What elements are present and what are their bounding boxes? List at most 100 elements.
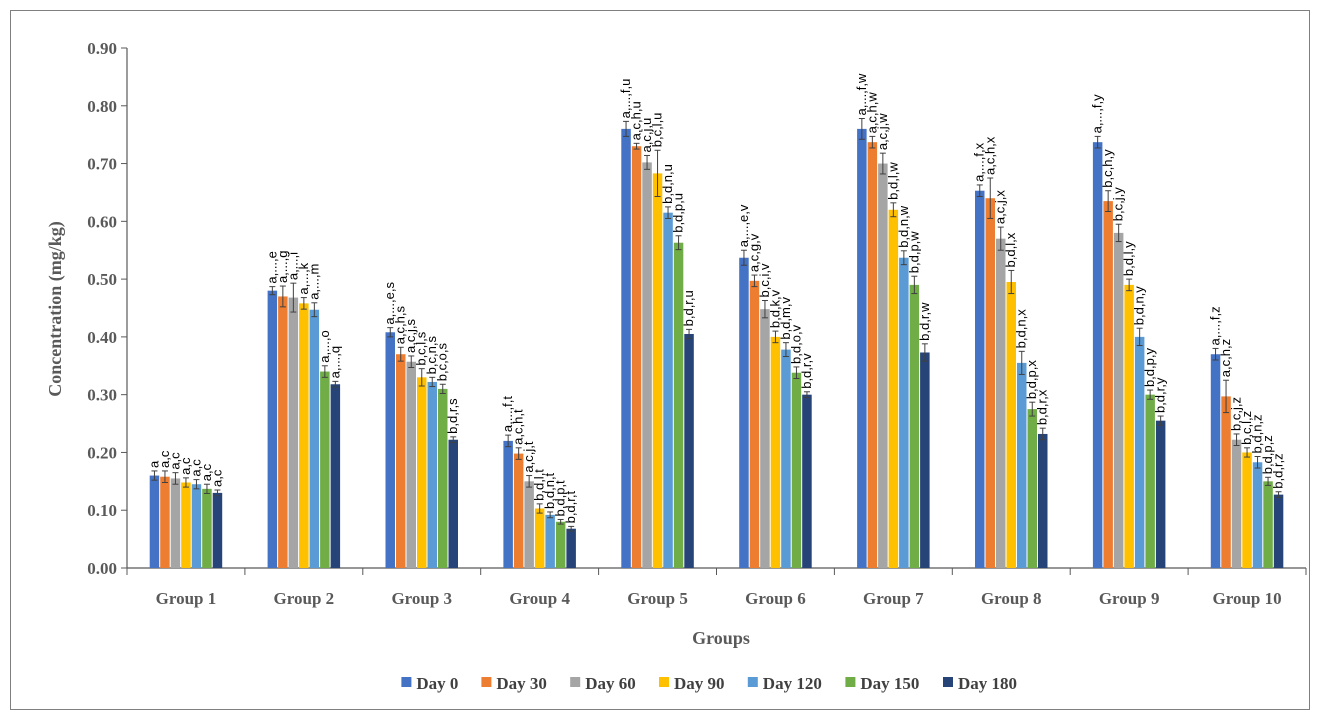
data-label: a,...,i [285, 252, 300, 280]
y-tick-label: 0.00 [87, 559, 117, 578]
data-label: a,...,e,v [736, 204, 751, 247]
data-label: b,d,k,v [767, 289, 782, 328]
x-tick-label: Group 1 [156, 589, 217, 608]
bar [513, 453, 524, 568]
bar [770, 336, 781, 568]
y-tick-label: 0.10 [87, 501, 117, 520]
data-label: a,...,e [264, 251, 279, 284]
bar [503, 440, 513, 568]
data-label: a [146, 460, 161, 468]
bar [652, 173, 663, 568]
legend-label: Day 60 [585, 674, 636, 693]
x-tick-label: Group 6 [745, 589, 806, 608]
data-label: a,c,j,x [993, 190, 1008, 224]
data-label: a,...,k [296, 262, 311, 294]
data-label: a,c,h,s [393, 305, 408, 344]
bar [888, 209, 899, 568]
legend-label: Day 120 [763, 674, 822, 693]
bar-chart: 0.00 0.10 0.20 0.30 0.40 0.50 0.60 0.70 0.80 0.90… [45, 39, 1307, 693]
bar [191, 484, 202, 568]
data-label: a,c,h,x [982, 136, 997, 175]
data-label: a,c,g,v [746, 233, 761, 272]
bar [673, 242, 684, 568]
bar-series [149, 128, 1284, 569]
bar [975, 190, 985, 568]
axes: 0.00 0.10 0.20 0.30 0.40 0.50 0.60 0.70 0.80 0.90… [87, 39, 1307, 608]
bar [1242, 452, 1252, 568]
bar [438, 388, 448, 568]
x-tick-label: Group 2 [274, 589, 335, 608]
bar [631, 146, 642, 568]
data-label: b,c,o,s [435, 342, 450, 381]
bar [267, 290, 278, 568]
data-label: a,...,e,s [382, 282, 397, 325]
bar [878, 163, 888, 569]
data-label: a,...,f,w [854, 73, 869, 116]
data-label: b,d,p,u [671, 193, 686, 233]
chart-frame: 0.00 0.10 0.20 0.30 0.40 0.50 0.60 0.70 0.80 0.90… [10, 10, 1310, 710]
data-label: a,c,h,t [511, 409, 526, 445]
data-label: b,c,j,y [1111, 187, 1126, 221]
bar [996, 238, 1006, 568]
bar [396, 354, 406, 568]
legend-label: Day 150 [860, 674, 919, 693]
y-tick-label: 0.60 [87, 212, 117, 231]
data-label: b,d,p,t [553, 480, 568, 517]
legend-swatch [481, 677, 492, 687]
data-label: b,d,p,w [906, 231, 921, 274]
bar [170, 478, 181, 568]
bar [448, 439, 458, 568]
x-tick-label: Group 7 [863, 589, 924, 608]
bar [524, 481, 534, 568]
legend: Day 0 Day 30 Day 60 Day 90 Day 120 Day 150 Day… [401, 674, 1017, 693]
data-label: a,c [188, 459, 203, 477]
bar [621, 128, 631, 568]
data-label: b,d,m,v [778, 297, 793, 340]
bar [749, 280, 760, 568]
bar [1113, 232, 1124, 568]
data-label: b,d,r,x [1035, 389, 1050, 425]
data-label: a,...,f,y [1090, 94, 1105, 134]
data-label: a,c [178, 457, 193, 475]
data-label: b,d,r,u [681, 290, 696, 326]
data-label: b,d,r,z [1271, 453, 1286, 488]
data-label: b,c,h,y [1100, 149, 1115, 188]
bar [545, 514, 555, 568]
bar [1145, 394, 1155, 568]
data-label: a,...,o [317, 330, 332, 363]
bar [212, 492, 223, 568]
legend-label: Day 0 [416, 674, 458, 693]
bar [899, 257, 909, 568]
bar [406, 361, 416, 568]
legend-swatch [401, 677, 412, 687]
data-label: a,c [209, 469, 224, 487]
legend-swatch [747, 677, 758, 687]
bar [909, 284, 920, 568]
data-label: a,...,m [306, 264, 321, 300]
data-label: a,c,j,w [875, 113, 890, 150]
data-label: b,c,n,s [424, 336, 439, 375]
data-label: a,...,f,u [618, 79, 633, 119]
bar [642, 162, 652, 568]
x-axis-title: Groups [692, 628, 750, 648]
data-label: b,d,n,u [660, 164, 675, 204]
data-label: b,d,r,w [917, 302, 932, 341]
data-label: a,...,f,z [1208, 306, 1223, 345]
bar [920, 352, 930, 568]
data-label: b,d,l,t [532, 469, 547, 501]
bar [1134, 336, 1145, 568]
bar [417, 377, 427, 568]
data-label: b,c,l,s [414, 331, 429, 365]
y-tick-label: 0.50 [87, 270, 117, 289]
data-label: a,c,h,u [629, 101, 644, 140]
data-label: b,c,l,u [650, 113, 665, 148]
bar [330, 384, 341, 568]
data-label: b,d,n,w [896, 205, 911, 248]
data-label: b,d,l,y [1121, 241, 1136, 276]
bar [781, 349, 791, 568]
bar [427, 381, 437, 568]
data-label: a,...,f,t [500, 396, 515, 433]
data-label: b,d,n,z [1250, 414, 1265, 453]
bar [1231, 439, 1242, 568]
bar [1252, 462, 1263, 568]
